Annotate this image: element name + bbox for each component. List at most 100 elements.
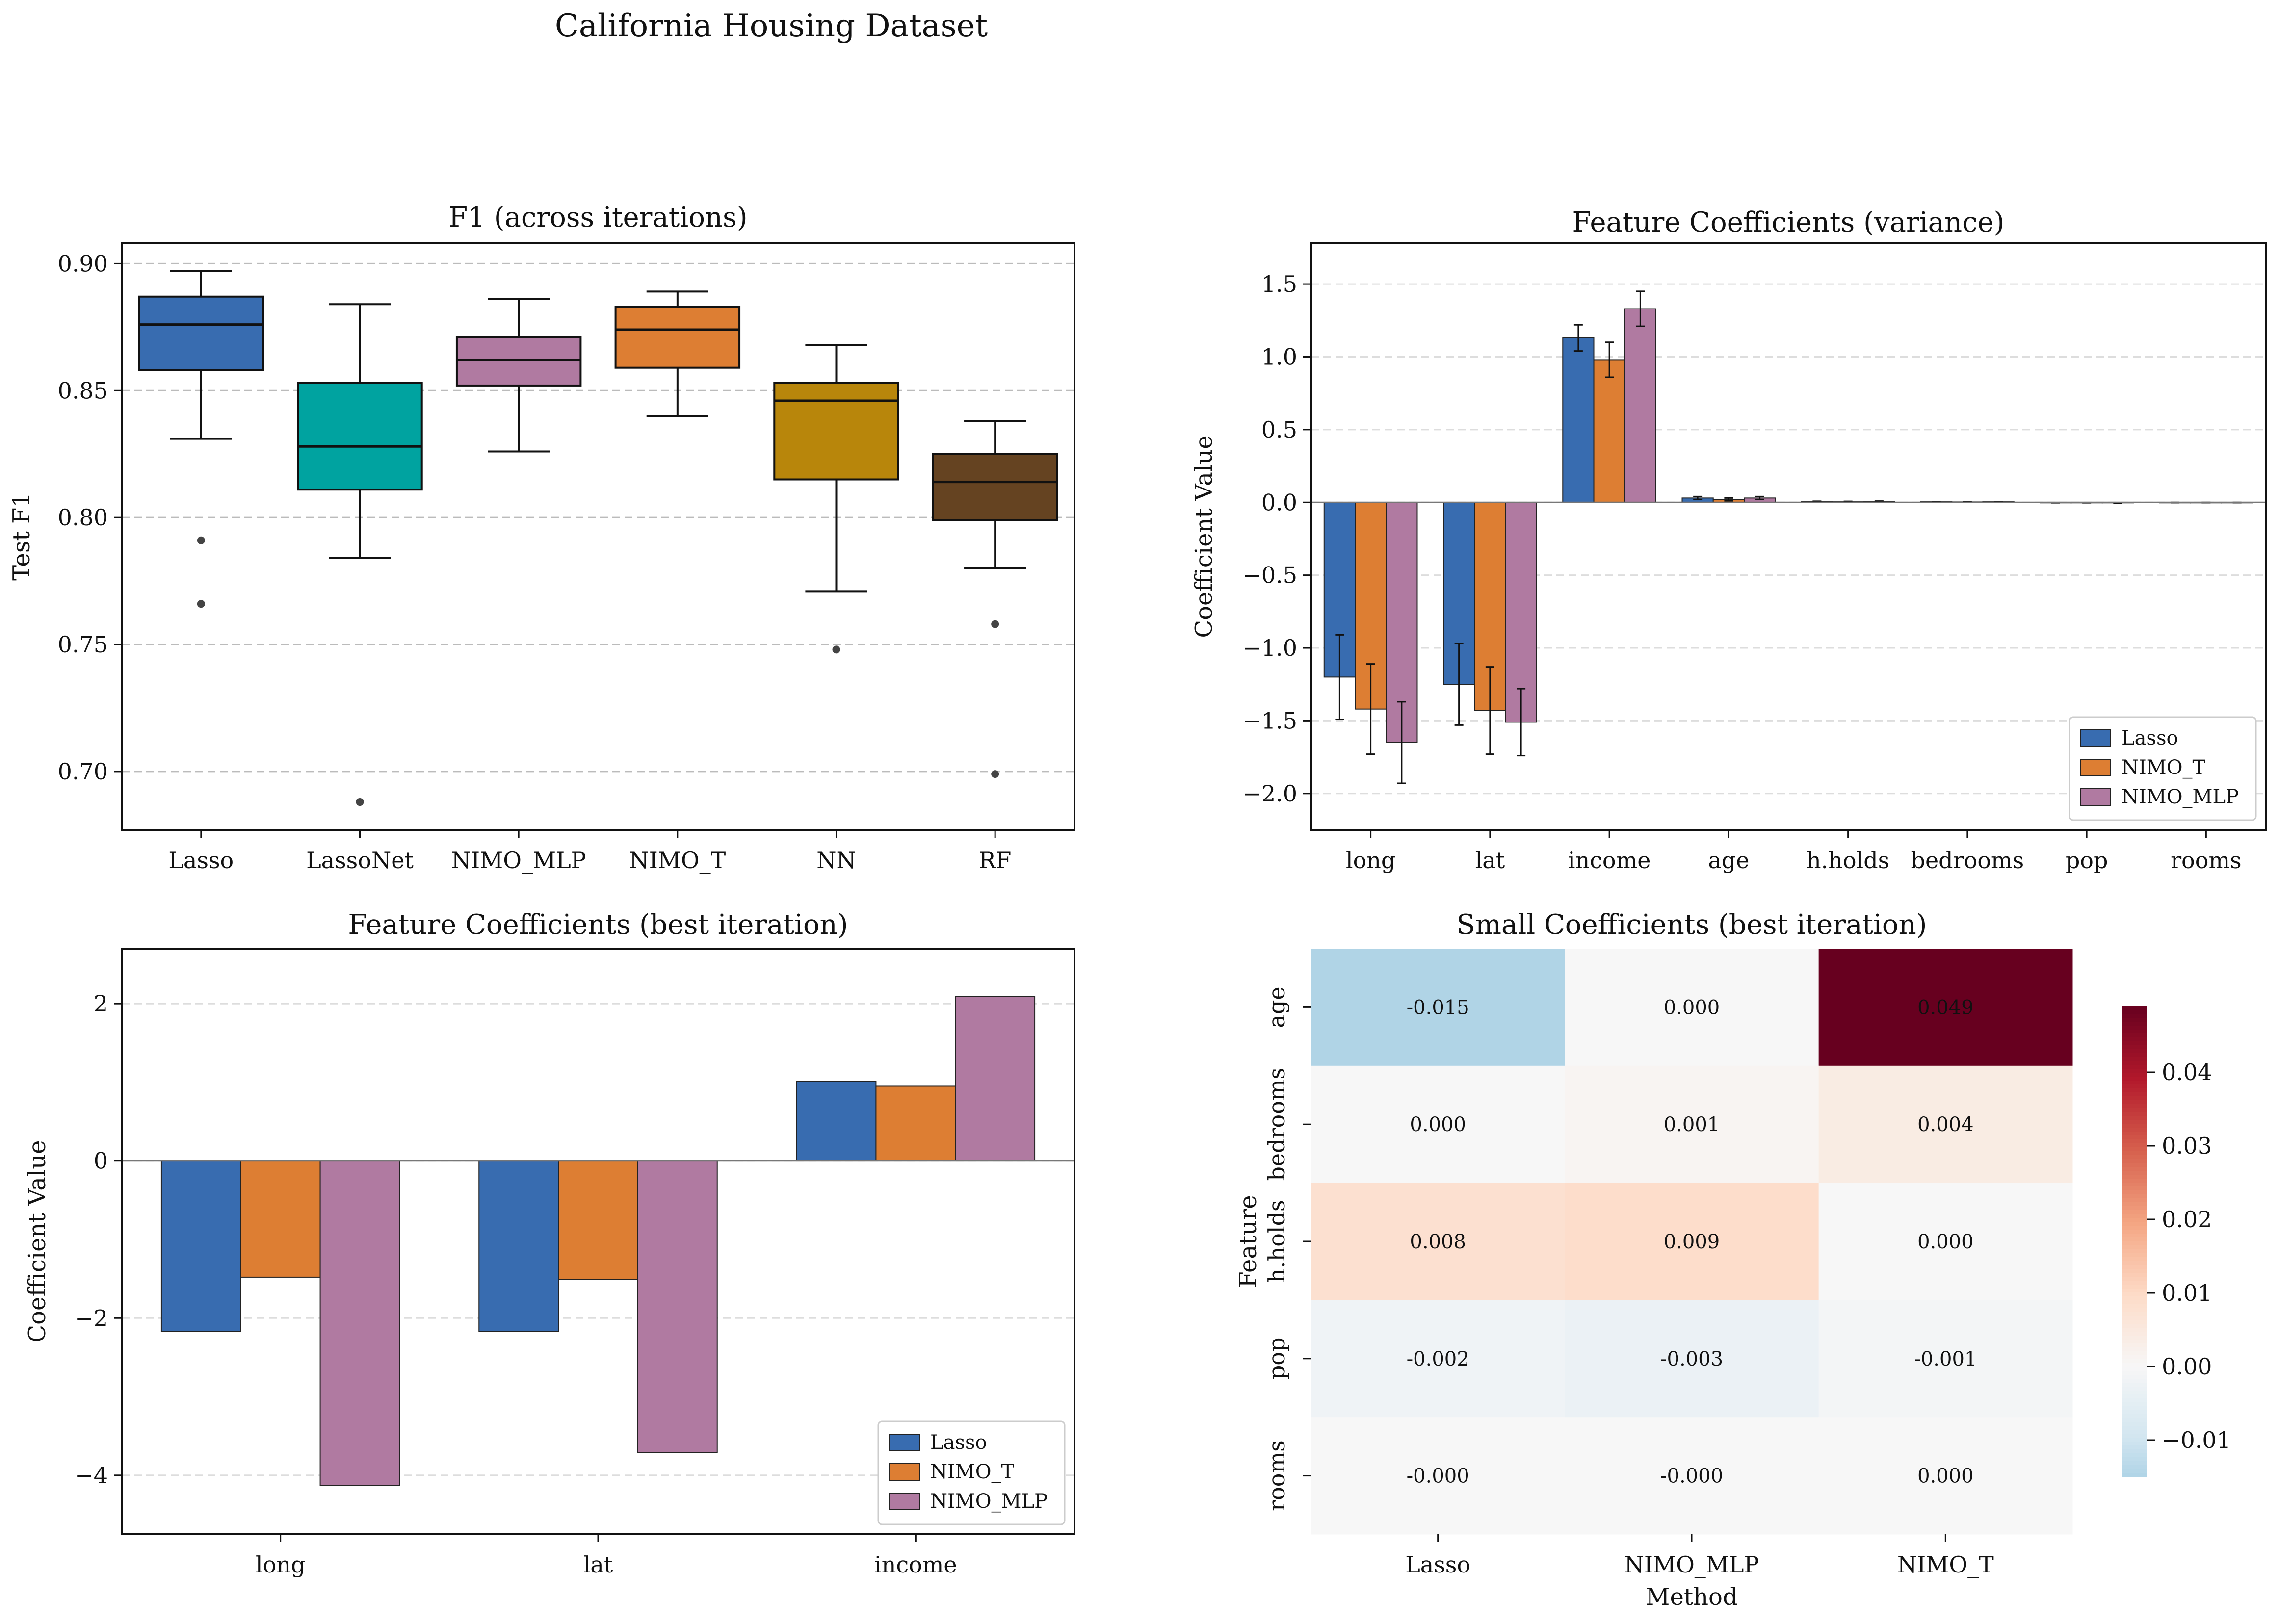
y-tick-label: 0.85 [58, 377, 108, 404]
colorbar-segment [2122, 1336, 2147, 1340]
bar [1562, 337, 1595, 503]
colorbar-segment [2122, 1049, 2147, 1054]
colorbar-segment [2122, 1292, 2147, 1297]
box [297, 382, 423, 491]
colorbar-segment [2122, 1308, 2147, 1313]
colorbar-segment [2122, 1073, 2147, 1077]
x-tick-label: RF [979, 847, 1012, 874]
colorbar-segment [2122, 1218, 2147, 1222]
colorbar-segment [2122, 1422, 2147, 1426]
colorbar-segment [2122, 1343, 2147, 1348]
colorbar-segment [2122, 1351, 2147, 1356]
colorbar-segment [2122, 1265, 2147, 1269]
colorbar-segment [2122, 1261, 2147, 1265]
outlier-point [197, 536, 205, 544]
colorbar-segment [2122, 1410, 2147, 1415]
x-axis-label: Method [1646, 1583, 1737, 1611]
colorbar-segment [2122, 1281, 2147, 1285]
colorbar-segment [2122, 1383, 2147, 1387]
colorbar-segment [2122, 1183, 2147, 1187]
heatmap-cell [1565, 1065, 1819, 1184]
cell-label: 0.004 [1917, 1113, 1974, 1136]
bar [1624, 308, 1656, 503]
heatmap-cell [1565, 949, 1819, 1066]
colorbar-segment [2122, 1139, 2147, 1144]
colorbar-segment [2122, 1375, 2147, 1379]
colorbar-segment [2122, 1289, 2147, 1293]
x-tick-label: long [1346, 847, 1395, 874]
y-axis-label: Coefficient Value [24, 1140, 51, 1342]
colorbar-segment [2122, 1100, 2147, 1105]
outlier-point [197, 600, 205, 608]
bar [240, 1160, 321, 1278]
colorbar-segment [2122, 1147, 2147, 1152]
colorbar-segment [2122, 1014, 2147, 1018]
axes-title: Small Coefficients (best iteration) [1456, 909, 1927, 941]
colorbar-segment [2122, 1473, 2147, 1477]
colorbar-segment [2122, 1112, 2147, 1116]
y-tick-label: 0.0 [1261, 489, 1297, 516]
coef-variance-panel: −2.0 −1.5 −1.0 −0.5 0.0 0.5 1.0 1.5 long lat incom… [1190, 206, 2267, 874]
colorbar-segment [2122, 1222, 2147, 1226]
colorbar-segment [2122, 1340, 2147, 1344]
outlier-point [356, 798, 364, 806]
colorbar-segment [2122, 1202, 2147, 1207]
colorbar-tick-label: 0.01 [2162, 1280, 2212, 1306]
colorbar-segment [2122, 1194, 2147, 1199]
axes-title: Feature Coefficients (best iteration) [348, 909, 848, 941]
legend-swatch [2080, 788, 2111, 806]
cell-label: -0.002 [1407, 1348, 1469, 1370]
colorbar-segment [2122, 1249, 2147, 1254]
y-tick-label: 0.5 [1261, 416, 1297, 443]
colorbar-segment [2122, 1081, 2147, 1085]
legend-label: NIMO_MLP [930, 1490, 1048, 1513]
cell-label: -0.003 [1660, 1348, 1723, 1370]
colorbar-segment [2122, 1434, 2147, 1438]
colorbar-segment [2122, 1077, 2147, 1081]
box [455, 336, 582, 387]
cell-label: 0.000 [1917, 1231, 1974, 1253]
colorbar-segment [2122, 1128, 2147, 1132]
outlier-point [991, 620, 999, 628]
heatmap-cell [1818, 1300, 2073, 1418]
bar [637, 1160, 718, 1453]
colorbar-segment [2122, 1230, 2147, 1234]
colorbar-segment [2122, 1006, 2147, 1010]
y-tick-label: 0.90 [58, 250, 108, 277]
colorbar-segment [2122, 1277, 2147, 1281]
outlier-point [991, 770, 999, 778]
colorbar-segment [2122, 1159, 2147, 1163]
x-tick-label: lat [583, 1551, 613, 1578]
y-axis-label: Feature [1234, 1195, 1262, 1288]
legend-label: Lasso [930, 1431, 987, 1454]
colorbar-segment [2122, 1328, 2147, 1332]
colorbar-segment [2122, 1022, 2147, 1026]
legend-swatch [2080, 729, 2111, 747]
colorbar-segment [2122, 1355, 2147, 1360]
colorbar-segment [2122, 1363, 2147, 1367]
legend-box [877, 1420, 1066, 1525]
figure-title: California Housing Dataset [555, 8, 988, 44]
cell-label: -0.015 [1407, 996, 1469, 1019]
y-tick-label: 0.70 [58, 758, 108, 785]
colorbar-segment [2122, 1316, 2147, 1320]
colorbar-tick-label: −0.01 [2162, 1427, 2231, 1453]
y-tick-label: −1.0 [1242, 635, 1297, 661]
box [614, 306, 741, 369]
colorbar-segment [2122, 1018, 2147, 1022]
legend-label: NIMO_MLP [2122, 786, 2239, 808]
colorbar-segment [2122, 1300, 2147, 1305]
colorbar-segment [2122, 1135, 2147, 1140]
colorbar-segment [2122, 1206, 2147, 1211]
colorbar-segment [2122, 1151, 2147, 1156]
x-tick-label: Lasso [1405, 1551, 1470, 1578]
colorbar-segment [2122, 1045, 2147, 1050]
y-tick-label: −4 [75, 1462, 108, 1489]
f1-boxplot-panel: 0.70 0.75 0.80 0.85 0.90 Lasso LassoNet NIMO_ML… [8, 202, 1075, 874]
colorbar-segment [2122, 1371, 2147, 1375]
bar [558, 1160, 638, 1280]
colorbar-segment [2122, 1108, 2147, 1112]
colorbar-segment [2122, 1273, 2147, 1277]
bar [478, 1160, 559, 1332]
colorbar-segment [2122, 1061, 2147, 1065]
